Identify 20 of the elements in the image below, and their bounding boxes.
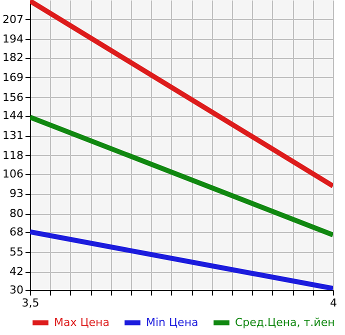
y-tick-label: 30 bbox=[10, 284, 24, 296]
y-tick-label: 55 bbox=[10, 245, 24, 258]
y-tick-label: 207 bbox=[2, 12, 24, 26]
x-tick-label: 3,5 bbox=[22, 296, 40, 310]
y-tick-label: 93 bbox=[10, 187, 24, 200]
y-tick-label: 194 bbox=[2, 32, 24, 46]
y-tick-label: 106 bbox=[2, 167, 24, 180]
y-tick-label: 144 bbox=[2, 109, 24, 122]
x-tick-label: 4 bbox=[330, 296, 337, 310]
y-tick-label: 80 bbox=[10, 207, 24, 220]
legend-label: Min Цена bbox=[146, 316, 198, 329]
y-tick-label: 182 bbox=[2, 51, 24, 64]
legend-label: Max Цена bbox=[54, 316, 110, 329]
y-tick-label: 42 bbox=[10, 265, 24, 278]
legend-label: Сред.Цена, т.йен bbox=[235, 316, 335, 329]
y-tick-label: 68 bbox=[10, 225, 24, 238]
y-tick-label: 131 bbox=[2, 129, 24, 142]
y-tick-label: 118 bbox=[2, 148, 24, 162]
y-tick-label: 156 bbox=[2, 90, 24, 104]
y-tick-label: 169 bbox=[2, 70, 24, 84]
